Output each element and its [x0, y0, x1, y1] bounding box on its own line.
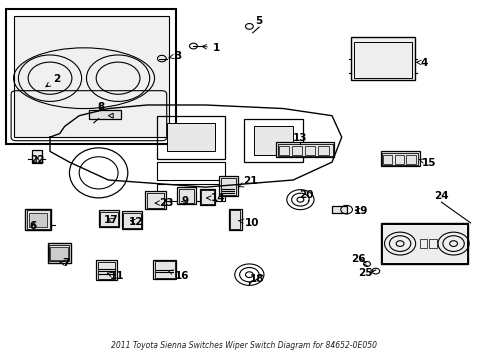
Text: 23: 23 — [155, 198, 173, 208]
Bar — [157, 162, 224, 180]
Text: 22: 22 — [30, 155, 45, 165]
Text: 26: 26 — [351, 254, 365, 264]
Bar — [157, 116, 224, 158]
Bar — [219, 176, 237, 196]
Bar — [406, 156, 415, 164]
Bar — [145, 192, 165, 209]
Bar — [382, 156, 391, 164]
Bar — [50, 247, 68, 260]
Bar — [317, 146, 328, 155]
Bar — [381, 224, 466, 263]
Text: 9: 9 — [181, 196, 188, 206]
Text: 16: 16 — [168, 270, 188, 280]
Text: 20: 20 — [299, 190, 313, 200]
Text: 2011 Toyota Sienna Switches Wiper Switch Diagram for 84652-0E050: 2011 Toyota Sienna Switches Wiper Switch… — [111, 341, 377, 350]
Text: 19: 19 — [353, 206, 367, 216]
Text: 15: 15 — [418, 158, 436, 168]
Bar — [49, 245, 69, 261]
Bar — [179, 189, 194, 203]
Text: 14: 14 — [206, 193, 224, 203]
Bar — [254, 126, 292, 155]
Bar — [6, 9, 176, 144]
Bar — [351, 37, 414, 80]
Bar — [25, 208, 51, 230]
Bar — [331, 206, 346, 213]
Bar — [29, 213, 47, 227]
Text: 7: 7 — [60, 258, 70, 269]
Text: 21: 21 — [238, 176, 258, 187]
Bar — [14, 16, 169, 137]
Bar — [380, 223, 467, 264]
Bar — [220, 178, 236, 195]
Text: 5: 5 — [255, 15, 262, 26]
Bar — [394, 156, 403, 164]
Text: 17: 17 — [103, 215, 118, 225]
Bar — [89, 110, 120, 118]
Bar — [153, 260, 176, 279]
Bar — [304, 146, 315, 155]
Bar — [201, 190, 213, 204]
Text: 24: 24 — [434, 190, 448, 201]
Bar — [381, 153, 417, 165]
Bar — [244, 119, 302, 162]
Text: 13: 13 — [293, 134, 307, 143]
Bar — [177, 187, 196, 204]
Bar — [98, 262, 115, 279]
Text: 4: 4 — [416, 58, 427, 68]
Bar — [291, 146, 302, 155]
Text: 1: 1 — [202, 43, 220, 53]
Bar — [419, 239, 426, 248]
Text: 25: 25 — [357, 268, 371, 278]
Bar — [200, 189, 215, 205]
Bar — [27, 210, 49, 229]
Text: 6: 6 — [30, 221, 37, 231]
Bar — [228, 208, 241, 230]
Bar — [96, 260, 116, 280]
Text: 8: 8 — [97, 102, 104, 112]
Bar — [99, 210, 119, 227]
Bar — [428, 239, 436, 248]
Text: 10: 10 — [238, 218, 259, 228]
Bar — [154, 261, 175, 278]
Bar — [380, 152, 419, 166]
Bar — [157, 184, 224, 202]
Text: 3: 3 — [168, 50, 181, 60]
Bar — [47, 243, 71, 263]
Text: 12: 12 — [128, 217, 143, 227]
Bar — [277, 144, 332, 156]
Bar — [31, 150, 42, 163]
Bar — [146, 193, 164, 208]
Bar — [166, 123, 215, 152]
Bar — [230, 210, 240, 229]
Bar — [353, 42, 411, 78]
Text: 11: 11 — [107, 271, 124, 281]
Text: 18: 18 — [249, 274, 264, 284]
Bar — [278, 146, 288, 155]
Text: 2: 2 — [46, 75, 60, 87]
Bar — [123, 213, 141, 228]
Bar — [122, 211, 142, 229]
Bar — [100, 212, 117, 226]
Bar — [276, 143, 334, 157]
